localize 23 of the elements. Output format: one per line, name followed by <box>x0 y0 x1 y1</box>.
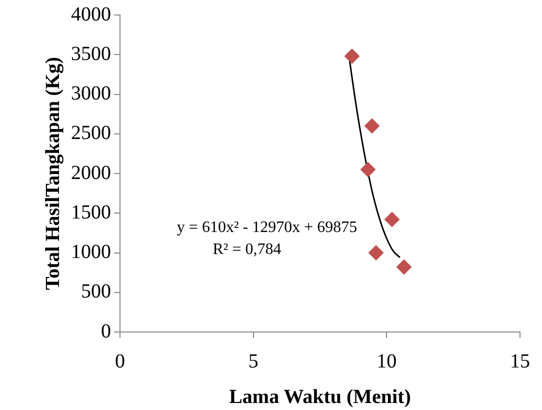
annotation: y = 610x² - 12970x + 69875 <box>176 219 358 236</box>
x-tick-label: 10 <box>376 350 397 372</box>
point <box>396 260 412 275</box>
y-tick-label: 1500 <box>71 201 111 224</box>
point <box>364 118 380 134</box>
y-tick-label: 0 <box>101 320 111 342</box>
y-tick-label: 1000 <box>71 241 111 263</box>
point <box>384 212 400 227</box>
y-tick-label: 500 <box>81 280 111 303</box>
annotation: R² = 0,784 <box>212 241 282 258</box>
y-tick-label: 2000 <box>71 162 111 184</box>
point <box>360 162 376 178</box>
y-tick-label: 4000 <box>71 3 111 26</box>
y-tick-label: 2500 <box>71 122 111 144</box>
y-tick-label: 3000 <box>71 82 111 104</box>
x-tick-label: 15 <box>510 350 530 372</box>
point <box>344 48 360 64</box>
x-tick-label: 0 <box>115 350 125 372</box>
y-axis-title: Total HasilTangkapan (Kg) <box>42 56 64 290</box>
y-tick-label: 3500 <box>71 42 111 65</box>
x-tick-label: 5 <box>248 350 258 372</box>
point <box>368 245 384 260</box>
x-axis-title: Lama Waktu (Menit) <box>229 386 411 408</box>
